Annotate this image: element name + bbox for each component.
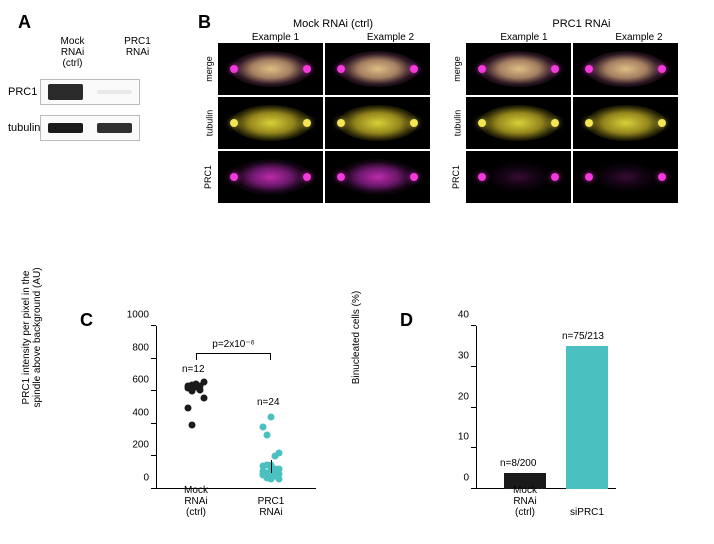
group-title-prc1: PRC1 RNAi (466, 18, 696, 30)
image-row-tubulin: tubulin (466, 97, 696, 149)
scatter-y-title: PRC1 intensity per pixel in the spindle … (21, 250, 43, 425)
micrograph (466, 43, 571, 95)
x-tick-mock: MockRNAi(ctrl) (171, 485, 221, 518)
microscopy-grid: Mock RNAi (ctrl) Example 1 Example 2 mer… (218, 18, 698, 203)
blot-row-label-prc1: PRC1 (8, 86, 37, 98)
y-axis (156, 326, 157, 489)
bar-area: 010203040n=8/200n=75/213MockRNAi(ctrl)si… (476, 326, 616, 501)
scatter-point (197, 382, 204, 389)
scatter-point (276, 450, 283, 457)
image-row-merge: merge (218, 43, 448, 95)
y-tick-label: 0 (441, 473, 469, 484)
bar-y-axis (476, 326, 477, 489)
blot-header: Mock RNAi (ctrl) PRC1 RNAi (40, 36, 170, 69)
image-row-PRC1: PRC1 (466, 151, 696, 203)
prc1-image-grid: mergetubulinPRC1 (466, 43, 696, 203)
row-label: PRC1 (203, 165, 213, 189)
micrograph (466, 97, 571, 149)
scatter-point (264, 461, 271, 468)
micrograph (466, 151, 571, 203)
row-label: merge (204, 56, 214, 82)
bar-x-tick-mock: MockRNAi(ctrl) (500, 485, 550, 518)
scatter-point (185, 404, 192, 411)
blot-col2-l2: RNAi (126, 47, 149, 58)
scatter-point (260, 424, 267, 431)
ex2-label-b: Example 2 (581, 32, 696, 43)
scatter-point (268, 476, 275, 483)
panel-label-b: B (198, 12, 211, 33)
p-bracket (196, 353, 271, 354)
panel-label-c: C (80, 310, 93, 331)
ex2-label: Example 2 (333, 32, 448, 43)
micrograph (218, 97, 323, 149)
scatter-area: 02004006008001000MockRNAi(ctrl)PRC1RNAin… (156, 326, 316, 501)
image-row-PRC1: PRC1 (218, 151, 448, 203)
ex1-label: Example 1 (218, 32, 333, 43)
n-label-mock: n=12 (182, 364, 205, 375)
panel-label-d: D (400, 310, 413, 331)
p-value: p=2x10⁻⁶ (212, 339, 254, 350)
bar (566, 346, 608, 489)
micrograph (573, 43, 678, 95)
bar-n-label: n=8/200 (500, 458, 536, 469)
bar-y-title: Binucleated cells (%) (351, 250, 362, 425)
y-tick-label: 20 (441, 391, 469, 402)
western-blot: Mock RNAi (ctrl) PRC1 RNAi PRC1 tubulin (40, 36, 170, 141)
y-tick-label: 600 (121, 375, 149, 386)
micrograph (573, 97, 678, 149)
scatter-point (260, 472, 267, 479)
micrograph (573, 151, 678, 203)
band-tub-mock (48, 123, 82, 133)
scatter-point (201, 394, 208, 401)
micrograph (218, 151, 323, 203)
x-tick-prc1: PRC1RNAi (246, 496, 296, 518)
scatter-point (268, 414, 275, 421)
scatter-point (272, 466, 279, 473)
blot-row-label-tubulin: tubulin (8, 122, 40, 134)
y-tick-label: 400 (121, 407, 149, 418)
row-label: merge (452, 56, 462, 82)
band-tub-kd (97, 123, 131, 133)
scatter-point (189, 422, 196, 429)
scatter-chart: PRC1 intensity per pixel in the spindle … (100, 320, 350, 530)
image-row-merge: merge (466, 43, 696, 95)
row-label: PRC1 (451, 165, 461, 189)
scatter-point (264, 432, 271, 439)
group-prc1: PRC1 RNAi Example 1 Example 2 mergetubul… (466, 18, 696, 203)
bar-chart: Binucleated cells (%) 010203040n=8/200n=… (430, 320, 630, 530)
blot-col1-l3: (ctrl) (63, 58, 83, 69)
micrograph (218, 43, 323, 95)
group-mock: Mock RNAi (ctrl) Example 1 Example 2 mer… (218, 18, 448, 203)
micrograph (325, 151, 430, 203)
micrograph (325, 43, 430, 95)
micrograph (325, 97, 430, 149)
y-tick-label: 30 (441, 350, 469, 361)
bar-n-label: n=75/213 (562, 331, 604, 342)
blot-col1-l2: RNAi (61, 47, 84, 58)
blot-gel-tubulin (40, 115, 140, 141)
n-label-prc1: n=24 (257, 397, 280, 408)
group-title-mock: Mock RNAi (ctrl) (218, 18, 448, 30)
blot-col2-l1: PRC1 (124, 36, 151, 47)
row-label: tubulin (453, 110, 463, 137)
y-tick-label: 10 (441, 432, 469, 443)
blot-gel-prc1 (40, 79, 140, 105)
band-prc1-kd (97, 90, 131, 94)
y-tick-label: 1000 (121, 310, 149, 321)
ex1-label-b: Example 1 (466, 32, 581, 43)
blot-col1-l1: Mock (61, 36, 85, 47)
y-tick-label: 40 (441, 310, 469, 321)
y-tick-label: 200 (121, 440, 149, 451)
panel-label-a: A (18, 12, 31, 33)
bar-x-tick-siprc1: siPRC1 (562, 507, 612, 518)
band-prc1-mock (48, 84, 82, 100)
y-tick-label: 0 (121, 473, 149, 484)
row-label: tubulin (204, 110, 214, 137)
image-row-tubulin: tubulin (218, 97, 448, 149)
scatter-point (189, 388, 196, 395)
y-tick-label: 800 (121, 342, 149, 353)
mock-image-grid: mergetubulinPRC1 (218, 43, 448, 203)
